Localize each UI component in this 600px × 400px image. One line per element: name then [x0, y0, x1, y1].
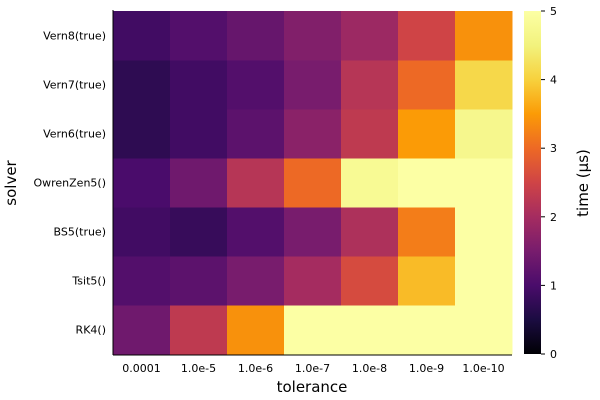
heatmap-cell: [284, 158, 342, 208]
heatmap-cell: [227, 109, 285, 159]
heatmap-cell: [170, 207, 228, 257]
heatmap-cell: [227, 158, 285, 208]
heatmap-cell: [113, 305, 171, 355]
heatmap-cell: [455, 109, 513, 159]
heatmap-cell: [398, 11, 456, 61]
colorbar-label: time (µs): [574, 149, 592, 217]
heatmap-cell: [455, 207, 513, 257]
heatmap-cell: [170, 256, 228, 306]
colorbar-tick-label: 1: [550, 279, 557, 292]
y-tick-label: Vern8(true): [43, 30, 106, 43]
colorbar-tick-label: 2: [550, 211, 557, 224]
heatmap-cell: [170, 11, 228, 61]
heatmap-cell: [227, 207, 285, 257]
heatmap-cell: [113, 11, 171, 61]
heatmap-cell: [341, 11, 399, 61]
colorbar-tick-label: 4: [550, 74, 557, 87]
heatmap-cell: [398, 158, 456, 208]
y-tick-label: RK4(): [76, 324, 106, 337]
heatmap-cell: [113, 109, 171, 159]
x-tick-label: 1.0e-5: [181, 362, 216, 375]
heatmap-cell: [341, 207, 399, 257]
heatmap-cell: [113, 60, 171, 110]
heatmap-cell: [284, 11, 342, 61]
heatmap-cell: [398, 305, 456, 355]
heatmap-cell: [284, 256, 342, 306]
x-axis-label: tolerance: [277, 378, 348, 396]
heatmap-cell: [170, 305, 228, 355]
heatmap-cell: [398, 60, 456, 110]
heatmap-cell: [455, 158, 513, 208]
heatmap-cell: [227, 60, 285, 110]
colorbar: [524, 11, 541, 354]
heatmap-cell: [113, 207, 171, 257]
heatmap-cell: [455, 256, 513, 306]
heatmap-cell: [398, 109, 456, 159]
x-tick-label: 1.0e-7: [295, 362, 330, 375]
colorbar-tick-label: 0: [550, 348, 557, 361]
heatmap-cell: [227, 256, 285, 306]
heatmap-cell: [284, 305, 342, 355]
heatmap-cell: [170, 60, 228, 110]
y-tick-label: Tsit5(): [71, 275, 106, 288]
heatmap-cell: [341, 305, 399, 355]
heatmap-cell: [170, 158, 228, 208]
heatmap-cell: [284, 207, 342, 257]
heatmap-cell: [341, 158, 399, 208]
heatmap-cell: [284, 109, 342, 159]
x-tick-label: 1.0e-10: [462, 362, 504, 375]
heatmap-cell: [113, 256, 171, 306]
heatmap-cell: [455, 60, 513, 110]
y-axis-label: solver: [2, 159, 20, 205]
y-tick-label: OwrenZen5(): [33, 177, 106, 190]
heatmap-cell: [341, 60, 399, 110]
heatmap-cell: [455, 11, 513, 61]
heatmap-cell: [227, 11, 285, 61]
x-tick-label: 0.0001: [122, 362, 161, 375]
y-tick-label: BS5(true): [54, 226, 107, 239]
y-tick-label: Vern7(true): [43, 79, 106, 92]
heatmap-cell: [398, 207, 456, 257]
x-tick-label: 1.0e-8: [352, 362, 387, 375]
x-tick-labels: 0.0001 1.0e-5 1.0e-6 1.0e-7 1.0e-8 1.0e-9 1.0e…: [122, 362, 504, 375]
y-tick-label: Vern6(true): [43, 128, 106, 141]
colorbar-tick-label: 3: [550, 142, 557, 155]
x-tick-label: 1.0e-6: [238, 362, 273, 375]
y-tick-labels: RK4() Tsit5() BS5(true) OwrenZen5() Vern6(tr…: [33, 30, 106, 337]
heatmap-cell: [455, 305, 513, 355]
heatmap-cell: [284, 60, 342, 110]
colorbar-tick-label: 5: [550, 5, 557, 18]
heatmap-cells: [113, 11, 513, 355]
heatmap-cell: [341, 109, 399, 159]
heatmap-cell: [227, 305, 285, 355]
x-tick-label: 1.0e-9: [409, 362, 444, 375]
heatmap-cell: [398, 256, 456, 306]
heatmap-cell: [113, 158, 171, 208]
heatmap-cell: [170, 109, 228, 159]
heatmap-cell: [341, 256, 399, 306]
colorbar-ticks: 0 1 2 3 4 5: [541, 5, 557, 361]
